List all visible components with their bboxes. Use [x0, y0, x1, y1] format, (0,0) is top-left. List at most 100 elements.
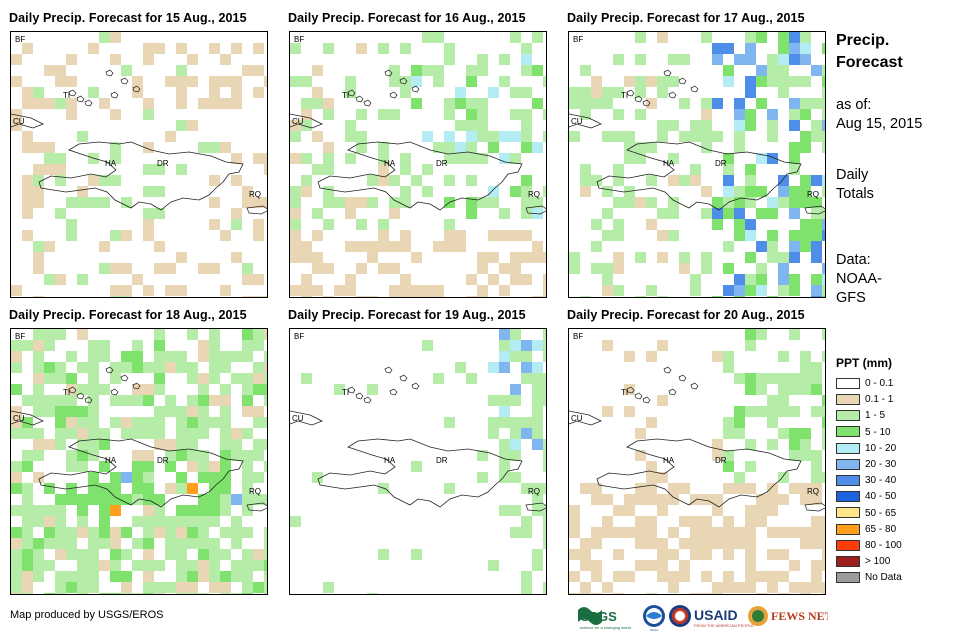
precip-cell [543, 450, 546, 461]
precip-cell [176, 582, 187, 593]
precip-cell [767, 153, 778, 164]
precip-cell [88, 472, 99, 483]
precip-cell [121, 197, 132, 208]
precip-cell [822, 329, 825, 340]
precip-cell [444, 230, 455, 241]
precip-cell [712, 505, 723, 516]
precip-cell [121, 230, 132, 241]
precip-cell [488, 560, 499, 571]
legend-item: 40 - 50 [836, 490, 896, 503]
precip-cell [657, 395, 668, 406]
precip-cell [422, 32, 433, 43]
precip-cell [264, 494, 267, 505]
precip-cell [242, 527, 253, 538]
precip-cell [789, 153, 800, 164]
precip-cell [66, 384, 77, 395]
precip-cell [154, 505, 165, 516]
precip-cell [822, 593, 825, 594]
precip-cell [466, 131, 477, 142]
precip-cell [510, 87, 521, 98]
precip-cell [209, 197, 220, 208]
precip-cell [165, 538, 176, 549]
precip-cell [521, 340, 532, 351]
precip-cell [55, 538, 66, 549]
precip-cell [532, 362, 543, 373]
as-of-date: Aug 15, 2015 [836, 116, 923, 132]
precip-cell [66, 351, 77, 362]
precip-cell [800, 593, 811, 594]
map-label-bf: BF [15, 332, 25, 341]
precip-cell [466, 175, 477, 186]
precip-cell [811, 582, 822, 593]
precip-cell [165, 439, 176, 450]
legend-label: 40 - 50 [865, 491, 897, 503]
precip-cell [811, 406, 822, 417]
precip-cell [88, 538, 99, 549]
precip-cell [822, 417, 825, 428]
precip-cell [701, 120, 712, 131]
precip-cell [323, 153, 334, 164]
legend-swatch [836, 377, 860, 389]
precip-cell [521, 208, 532, 219]
precip-cell [66, 538, 77, 549]
precip-cell [110, 472, 121, 483]
precip-cell [789, 43, 800, 54]
precip-cell [800, 439, 811, 450]
precip-cell [11, 340, 22, 351]
precip-cell [132, 516, 143, 527]
precip-cell [176, 593, 187, 594]
precip-cell [646, 417, 657, 428]
precip-cell [822, 296, 825, 297]
precip-cell [624, 142, 635, 153]
precip-cell [88, 351, 99, 362]
precip-cell [822, 395, 825, 406]
precip-cell [301, 120, 312, 131]
precip-cell [198, 527, 209, 538]
precip-cell [789, 439, 800, 450]
precip-grid [11, 329, 267, 594]
cuba-coastline [11, 410, 44, 426]
precip-cell [756, 98, 767, 109]
precip-cell [99, 494, 110, 505]
precip-cell [723, 582, 734, 593]
precip-cell [187, 593, 198, 594]
precip-cell [712, 450, 723, 461]
bahamas-island [84, 396, 93, 404]
precip-cell [745, 582, 756, 593]
precip-cell [301, 109, 312, 120]
precip-cell [165, 351, 176, 362]
precip-cell [532, 406, 543, 417]
precip-cell [66, 527, 77, 538]
precip-cell [220, 76, 231, 87]
precip-cell [543, 439, 546, 450]
precip-cell [466, 65, 477, 76]
precip-cell [800, 362, 811, 373]
legend-swatch [836, 394, 860, 406]
precip-cell [745, 461, 756, 472]
panel-title-2: Daily Precip. Forecast for 16 Aug., 2015 [288, 11, 526, 25]
precip-cell [22, 582, 33, 593]
precip-cell [400, 186, 411, 197]
precip-cell [822, 538, 825, 549]
precip-cell [11, 472, 22, 483]
precip-cell [800, 54, 811, 65]
product-title: Precip. Forecast [836, 30, 903, 74]
precip-cell [811, 483, 822, 494]
precip-cell [767, 252, 778, 263]
precip-cell [756, 516, 767, 527]
map-label-ha: HA [384, 456, 396, 465]
precip-cell [143, 164, 154, 175]
precip-cell [811, 362, 822, 373]
precip-cell [822, 65, 825, 76]
precip-cell [756, 32, 767, 43]
bahamas-island [399, 374, 408, 382]
precip-cell [668, 120, 679, 131]
precip-cell [466, 109, 477, 120]
map-label-ha: HA [105, 456, 117, 465]
precip-cell [110, 109, 121, 120]
precip-cell [756, 65, 767, 76]
precip-cell [811, 472, 822, 483]
precip-cell [66, 417, 77, 428]
